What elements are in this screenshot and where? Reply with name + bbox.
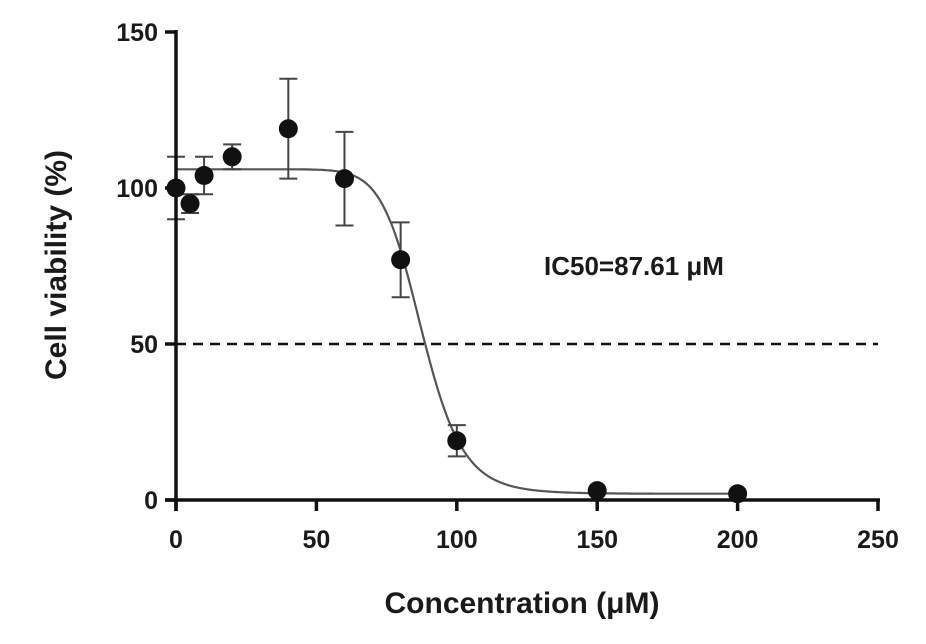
x-tick-label: 200 (717, 526, 759, 554)
data-point (588, 481, 607, 500)
y-tick-label: 100 (116, 175, 158, 203)
tick-labels-group: 0 50 100 150 0 50 100 150 200 250 (116, 19, 899, 554)
data-point (391, 250, 410, 269)
axes-group (165, 30, 880, 511)
data-point (223, 147, 242, 166)
error-bars-group (167, 79, 466, 457)
data-point (335, 169, 354, 188)
y-tick-label: 0 (144, 487, 158, 515)
data-point (447, 431, 466, 450)
x-tick-label: 150 (576, 526, 618, 554)
data-points-group (167, 119, 748, 503)
x-tick-label: 100 (436, 526, 478, 554)
y-tick-label: 150 (116, 19, 158, 47)
x-tick-label: 0 (169, 526, 183, 554)
data-point (279, 119, 298, 138)
data-point (195, 166, 214, 185)
x-axis-title: Concentration (μM) (385, 587, 660, 620)
y-tick-label: 50 (130, 331, 158, 359)
y-axis-title: Cell viability (%) (40, 150, 73, 380)
x-tick-label: 50 (302, 526, 330, 554)
x-tick-label: 250 (857, 526, 899, 554)
data-point (181, 194, 200, 213)
ic50-annotation: IC50=87.61 μM (544, 251, 724, 281)
